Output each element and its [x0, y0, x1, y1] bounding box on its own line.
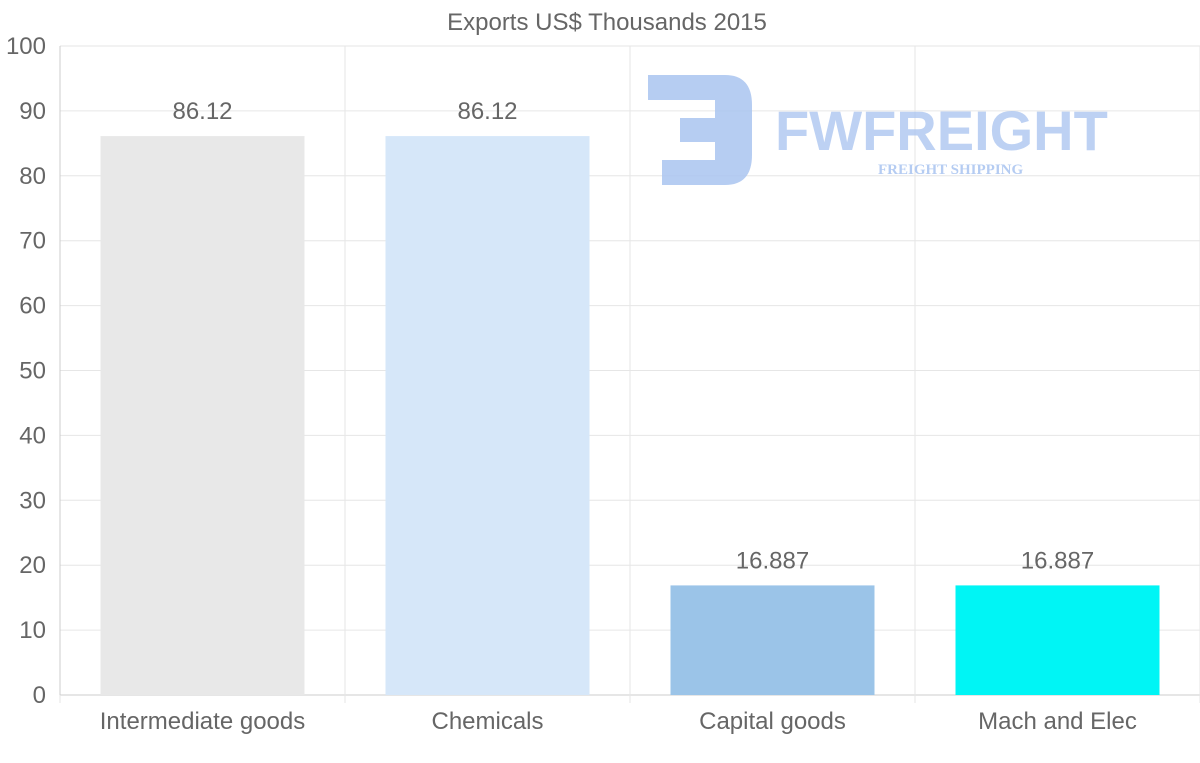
y-axis-ticks: 0 10 20 30 40 50 60 70 80 90 100 [6, 33, 46, 709]
y-tick-label: 90 [19, 98, 46, 125]
y-tick-label: 60 [19, 293, 46, 320]
watermark-tagline: FREIGHT SHIPPING [878, 162, 1023, 178]
chart-title: Exports US$ Thousands 2015 [447, 9, 767, 36]
bar[interactable] [955, 585, 1160, 695]
y-tick-label: 40 [19, 422, 46, 449]
bar[interactable] [670, 585, 875, 695]
bar-value-label: 86.12 [457, 98, 517, 125]
x-category-label: Intermediate goods [100, 708, 305, 735]
x-category-label: Mach and Elec [978, 708, 1137, 735]
x-axis-labels: Intermediate goods Chemicals Capital goods… [100, 708, 1137, 735]
y-tick-label: 50 [19, 358, 46, 385]
bar[interactable] [100, 136, 305, 696]
watermark-logo: FWFREIGHT FREIGHT SHIPPING [648, 75, 1108, 185]
data-labels: 86.12 86.12 16.887 16.887 [172, 98, 1094, 574]
watermark-logo-mark [648, 75, 752, 185]
bars [100, 136, 1160, 696]
bar-value-label: 16.887 [1021, 547, 1094, 574]
y-tick-label: 20 [19, 552, 46, 579]
y-tick-label: 80 [19, 163, 46, 190]
y-tick-label: 30 [19, 487, 46, 514]
bar-value-label: 86.12 [172, 98, 232, 125]
y-tick-label: 100 [6, 33, 46, 60]
watermark-brand: FWFREIGHT [775, 99, 1108, 162]
y-tick-label: 70 [19, 228, 46, 255]
bar[interactable] [385, 136, 590, 696]
x-category-label: Capital goods [699, 708, 846, 735]
bar-value-label: 16.887 [736, 547, 809, 574]
x-category-label: Chemicals [431, 708, 543, 735]
y-tick-label: 10 [19, 617, 46, 644]
y-tick-label: 0 [33, 682, 46, 709]
